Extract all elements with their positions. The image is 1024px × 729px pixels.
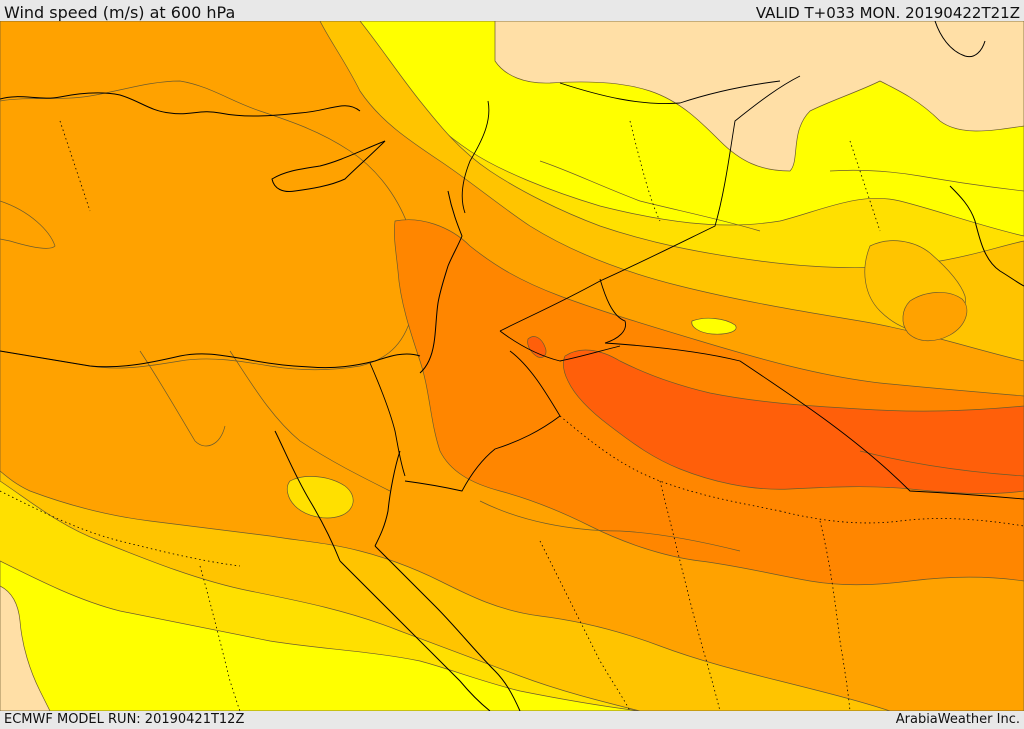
map-header: Wind speed (m/s) at 600 hPa VALID T+033 … bbox=[0, 0, 1024, 22]
country-borders bbox=[369, 75, 1024, 500]
wind-speed-map[interactable] bbox=[0, 21, 1024, 711]
valid-time: VALID T+033 MON. 20190422T21Z bbox=[755, 4, 1020, 22]
band-pale-southwest bbox=[0, 585, 51, 711]
band-red-orange bbox=[562, 349, 1024, 494]
band-pale-north bbox=[494, 21, 1024, 172]
band-yellow-sinai bbox=[286, 476, 354, 519]
contour-lines bbox=[0, 160, 1024, 552]
credit: ArabiaWeather Inc. bbox=[895, 712, 1020, 727]
coastlines bbox=[0, 21, 1024, 711]
model-run: ECMWF MODEL RUN: 20190421T12Z bbox=[4, 712, 245, 727]
band-light-southwest bbox=[0, 560, 641, 711]
map-footer: ECMWF MODEL RUN: 20190421T12Z ArabiaWeat… bbox=[0, 711, 1024, 729]
map-title: Wind speed (m/s) at 600 hPa bbox=[4, 3, 236, 22]
band-amber-east bbox=[902, 292, 968, 342]
map-canvas bbox=[0, 21, 1024, 711]
admin-boundaries bbox=[0, 120, 1024, 711]
band-light-patch bbox=[691, 317, 737, 335]
